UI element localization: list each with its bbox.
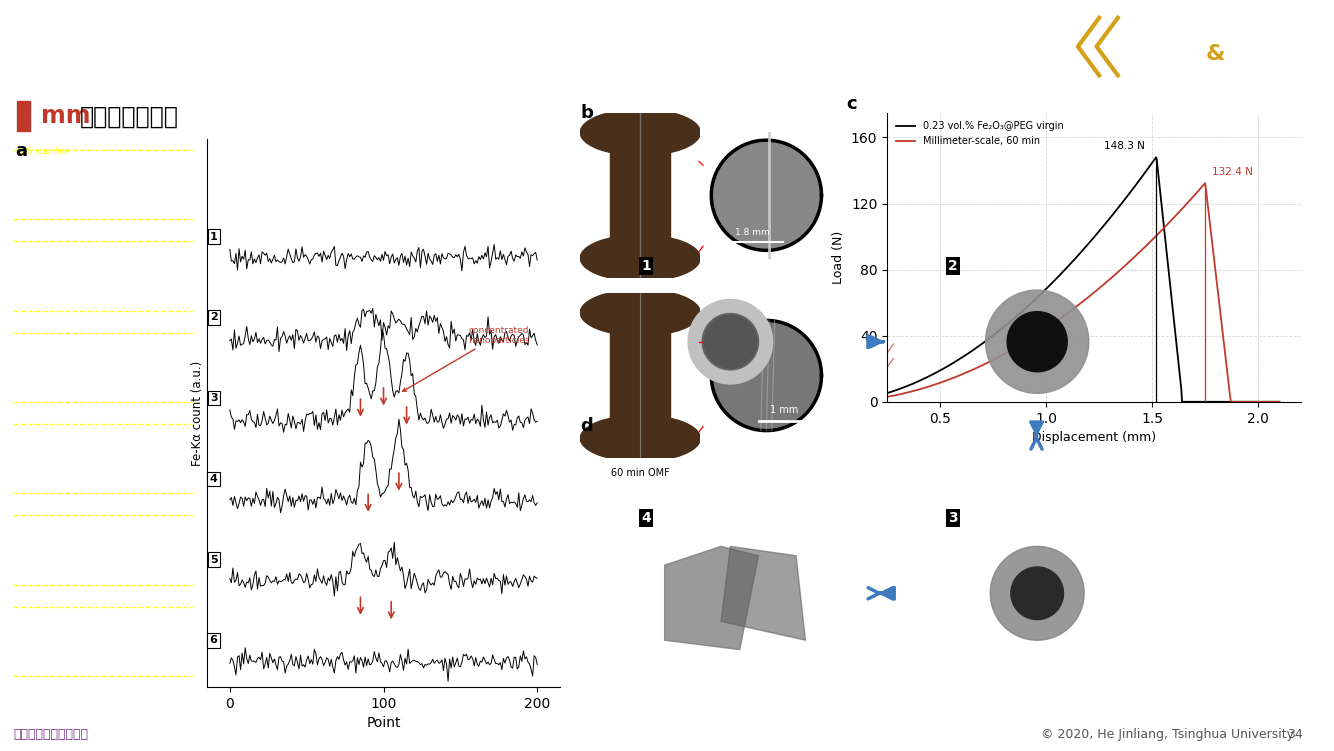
Ellipse shape xyxy=(580,415,700,461)
Text: mm: mm xyxy=(41,104,91,128)
Polygon shape xyxy=(711,321,822,430)
Polygon shape xyxy=(702,314,759,369)
Text: EDS scan line: EDS scan line xyxy=(17,147,69,156)
Text: 1 mm: 1 mm xyxy=(132,382,153,391)
Text: 1 mm: 1 mm xyxy=(770,656,799,667)
Ellipse shape xyxy=(580,235,700,281)
Text: a: a xyxy=(15,142,27,160)
Y-axis label: Load (N): Load (N) xyxy=(832,231,846,284)
X-axis label: Point: Point xyxy=(367,716,400,731)
Text: 1 mm: 1 mm xyxy=(132,199,153,208)
Text: 1 mm: 1 mm xyxy=(1077,656,1106,667)
Legend: 0.23 vol.% Fe₂O₃@PEG virgin, Millimeter-scale, 60 min: 0.23 vol.% Fe₂O₃@PEG virgin, Millimeter-… xyxy=(892,117,1067,150)
Text: 1: 1 xyxy=(209,231,217,242)
Polygon shape xyxy=(664,547,759,650)
Text: 1 mm: 1 mm xyxy=(770,405,799,415)
Text: 4: 4 xyxy=(209,474,217,484)
Text: 《電工技術學報》發布: 《電工技術學報》發布 xyxy=(13,728,88,740)
Ellipse shape xyxy=(580,290,700,336)
Text: 1 mm: 1 mm xyxy=(132,565,153,574)
Text: 4: 4 xyxy=(642,511,651,525)
Polygon shape xyxy=(711,140,822,250)
Text: 1 mm: 1 mm xyxy=(1077,405,1106,415)
Text: 3: 3 xyxy=(209,394,217,403)
Text: 34: 34 xyxy=(1287,728,1303,740)
Text: 3: 3 xyxy=(948,511,958,525)
Bar xyxy=(610,312,671,439)
Text: d: d xyxy=(580,418,594,435)
Polygon shape xyxy=(704,315,756,368)
Text: 6: 6 xyxy=(209,635,217,645)
Text: 2: 2 xyxy=(948,259,958,273)
Text: © 2020, He Jinliang, Tsinghua University: © 2020, He Jinliang, Tsinghua University xyxy=(1041,728,1294,740)
Text: 2: 2 xyxy=(209,312,217,322)
Text: 1 mm: 1 mm xyxy=(132,656,153,665)
Text: EM: EM xyxy=(1134,30,1190,63)
Text: 1: 1 xyxy=(642,259,651,273)
Text: 大尺度絕緣破壞的自修復: 大尺度絕緣破壞的自修復 xyxy=(27,30,264,64)
Text: 1 mm: 1 mm xyxy=(132,473,153,482)
Text: 5: 5 xyxy=(209,555,217,565)
Text: 1.8 mm: 1.8 mm xyxy=(735,228,770,237)
Text: 132.4 N: 132.4 N xyxy=(1211,167,1253,176)
Text: 148.3 N: 148.3 N xyxy=(1105,140,1145,150)
Text: 60 min OMF: 60 min OMF xyxy=(611,468,670,478)
Polygon shape xyxy=(720,547,806,640)
Text: 1 mm: 1 mm xyxy=(132,291,153,300)
Text: b: b xyxy=(580,104,594,122)
Polygon shape xyxy=(986,290,1089,394)
Text: &: & xyxy=(1206,44,1226,64)
Y-axis label: Fe-Kα count (a.u.): Fe-Kα count (a.u.) xyxy=(191,360,204,466)
Polygon shape xyxy=(1011,567,1063,620)
Polygon shape xyxy=(688,300,772,384)
Text: c: c xyxy=(846,95,856,113)
Ellipse shape xyxy=(580,110,700,155)
Bar xyxy=(610,132,671,258)
Text: 級破壞的自修復: 級破壞的自修復 xyxy=(80,104,179,128)
Bar xyxy=(17,101,31,131)
Text: concentrated
nanoparticles: concentrated nanoparticles xyxy=(403,325,530,391)
Polygon shape xyxy=(990,547,1085,640)
Text: S: S xyxy=(1233,30,1257,63)
Polygon shape xyxy=(1007,312,1067,372)
X-axis label: Displacement (mm): Displacement (mm) xyxy=(1031,431,1157,444)
Text: 18 mm: 18 mm xyxy=(623,88,658,98)
